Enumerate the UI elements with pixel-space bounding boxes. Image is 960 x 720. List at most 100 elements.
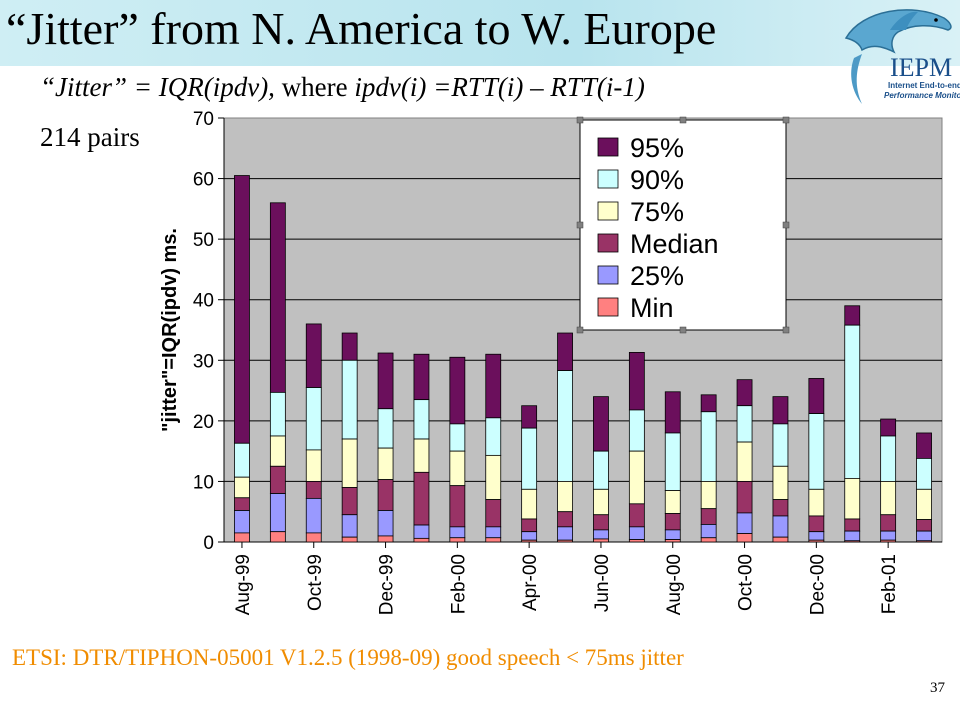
bars: [234, 175, 932, 543]
bar-segment-95pct: [880, 418, 897, 437]
bar-segment-95pct: [413, 353, 430, 401]
y-tick-label: 60: [193, 170, 214, 191]
bar-segment-min: [628, 539, 645, 543]
bar-segment-90pct: [808, 413, 825, 490]
bar-segment-25pct: [341, 514, 358, 538]
bar-segment-90pct: [449, 423, 466, 452]
y-tick-label: 50: [193, 230, 214, 251]
x-tick-label: Feb-00: [448, 554, 469, 614]
legend-swatch: [597, 297, 619, 317]
bar-segment-75pct: [341, 438, 358, 488]
bar-segment-min: [844, 540, 861, 543]
bar-segment-90pct: [736, 405, 753, 443]
y-tick-label: 30: [193, 351, 214, 372]
bar-segment-95pct: [772, 396, 789, 425]
bar-segment-median: [377, 479, 394, 511]
bar-segment-min: [700, 537, 717, 543]
legend-handle: [576, 116, 584, 124]
bar-segment-median: [844, 518, 861, 532]
x-tick-label: Oct-99: [305, 554, 326, 611]
bar-segment-min: [269, 531, 286, 543]
x-tick-label: Aug-00: [664, 554, 685, 615]
bar-segment-25pct: [736, 512, 753, 534]
bar-segment-75pct: [234, 476, 250, 499]
bar-segment-median: [880, 514, 897, 532]
bar-segment-25pct: [772, 515, 789, 538]
bar-segment-min: [736, 533, 753, 543]
bar-segment-95pct: [557, 332, 573, 371]
bar-segment-min: [413, 537, 430, 543]
legend-swatch: [597, 201, 619, 221]
bar-segment-median: [593, 514, 609, 531]
y-axis-label: "jitter"=IQR(ipdv) ms.: [159, 228, 181, 432]
bar-segment-95pct: [808, 378, 825, 414]
subtitle-lead: “Jitter” = IQR(ipdv),: [40, 72, 282, 102]
bar-segment-90pct: [664, 432, 681, 491]
subtitle-formula: ipdv(i) =RTT(i) – RTT(i-1): [354, 72, 645, 102]
bar-segment-75pct: [844, 477, 861, 520]
bar-segment-25pct: [485, 526, 502, 539]
bar-segment-75pct: [736, 441, 753, 482]
bar-segment-median: [521, 518, 538, 533]
bar-segment-95pct: [305, 323, 322, 388]
x-tick-label: Aug-99: [233, 554, 254, 615]
x-tick-label: Dec-00: [807, 554, 828, 615]
bar-segment-25pct: [269, 493, 286, 533]
bar-segment-95pct: [628, 352, 645, 411]
bar-segment-75pct: [377, 447, 394, 481]
legend-handle: [782, 116, 790, 124]
bar-segment-25pct: [413, 524, 430, 539]
bar-segment-25pct: [449, 526, 466, 539]
page-number: 37: [930, 680, 945, 696]
legend-handle: [782, 221, 790, 229]
x-tick-labels: Aug-99 Oct-99 Dec-99 Feb-00 Apr-00 Jun-00 Aug-…: [233, 542, 900, 615]
bar-segment-median: [269, 465, 286, 494]
bar-segment-75pct: [628, 450, 645, 505]
y-tick-label: 20: [193, 412, 214, 433]
bar-segment-median: [449, 485, 466, 528]
bar-segment-95pct: [664, 391, 681, 434]
y-tick-label: 40: [193, 291, 214, 312]
legend-label: 25%: [630, 261, 684, 291]
bar-segment-90pct: [557, 370, 573, 482]
legend-handle: [576, 326, 584, 334]
bar-segment-min: [664, 539, 681, 543]
bar-segment-median: [808, 515, 825, 533]
bar-segment-25pct: [234, 510, 250, 534]
x-tick-label: Feb-01: [879, 554, 900, 614]
bar-segment-min: [341, 536, 358, 543]
bar-segment-min: [880, 539, 897, 543]
bar-segment-25pct: [880, 530, 897, 541]
bar-segment-median: [628, 503, 645, 528]
bar-segment-25pct: [377, 510, 394, 537]
bar-segment-25pct: [557, 526, 573, 541]
bar-segment-25pct: [700, 524, 717, 539]
bar-segment-median: [341, 487, 358, 516]
bar-segment-90pct: [844, 324, 861, 479]
bar-segment-75pct: [521, 488, 538, 520]
bar-segment-median: [413, 471, 430, 526]
bar-segment-median: [305, 481, 322, 499]
bar-segment-90pct: [916, 458, 932, 490]
bar-segment-90pct: [772, 423, 789, 467]
bar-segment-75pct: [557, 481, 573, 513]
bar-segment-95pct: [521, 405, 538, 429]
bar-segment-95pct: [593, 396, 609, 452]
y-tick-labels: 0 10 20 30 40 50 60 70: [193, 109, 214, 554]
bar-segment-min: [305, 532, 322, 543]
legend-handle: [782, 326, 790, 334]
bar-segment-90pct: [485, 417, 502, 456]
bar-segment-median: [700, 508, 717, 525]
bar-segment-75pct: [305, 449, 322, 482]
y-tick-label: 10: [193, 472, 214, 493]
bar-segment-median: [916, 519, 932, 532]
bar-segment-75pct: [772, 465, 789, 500]
subtitle-mid: where: [281, 72, 355, 102]
bar-segment-95pct: [449, 356, 466, 425]
x-tick-label: Dec-99: [377, 554, 398, 615]
bar-segment-75pct: [485, 454, 502, 500]
bar-segment-min: [808, 539, 825, 543]
page-title: “Jitter” from N. America to W. Europe: [6, 3, 717, 54]
x-tick-label: Jun-00: [592, 554, 613, 612]
